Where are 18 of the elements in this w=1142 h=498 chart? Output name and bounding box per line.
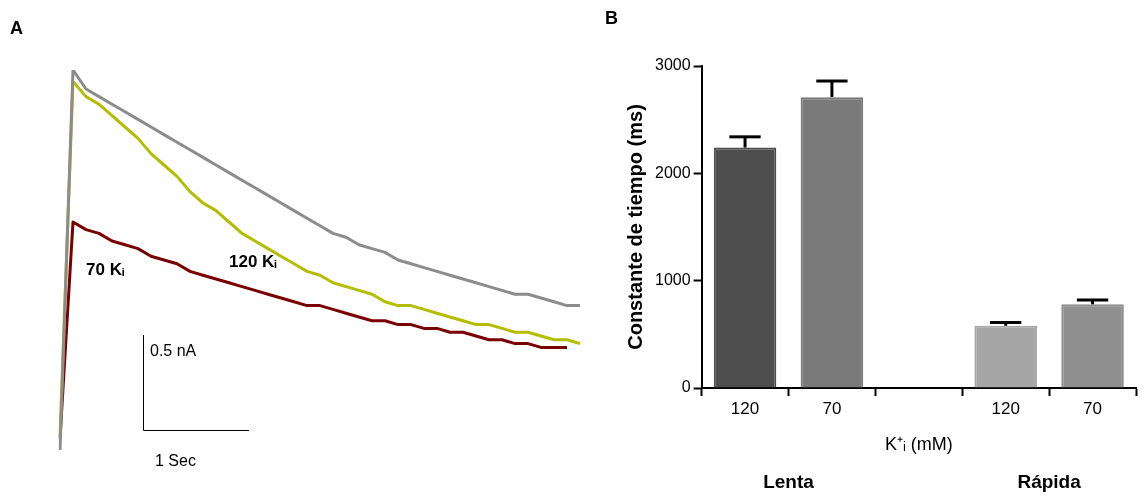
y-tick-label: 0 (681, 378, 691, 396)
y-tick-label: 3000 (655, 56, 691, 74)
text: 1 Sec (155, 452, 196, 470)
text: Rápida (1017, 471, 1082, 493)
x-tick-label: 120 (730, 398, 760, 418)
chart-title: A (10, 18, 23, 39)
x-tick-label: 70 (822, 398, 842, 418)
y-tick-label: 1000 (655, 271, 691, 289)
annotation: 0.5 nA (150, 342, 197, 360)
y-tick-label: 2000 (655, 163, 691, 181)
x-tick-label: 120 (991, 398, 1020, 418)
series-label: 120 Kᵢ (229, 252, 277, 272)
text: Lenta (763, 471, 815, 493)
y-axis-title: Constante de tiempo (ms) (623, 104, 646, 350)
chart-title: B (605, 8, 618, 29)
series-label: 70 Kᵢ (86, 259, 125, 279)
x-tick-label: 70 (1083, 398, 1103, 418)
x-axis-title: K⁺ᵢ (mM) (884, 434, 953, 455)
